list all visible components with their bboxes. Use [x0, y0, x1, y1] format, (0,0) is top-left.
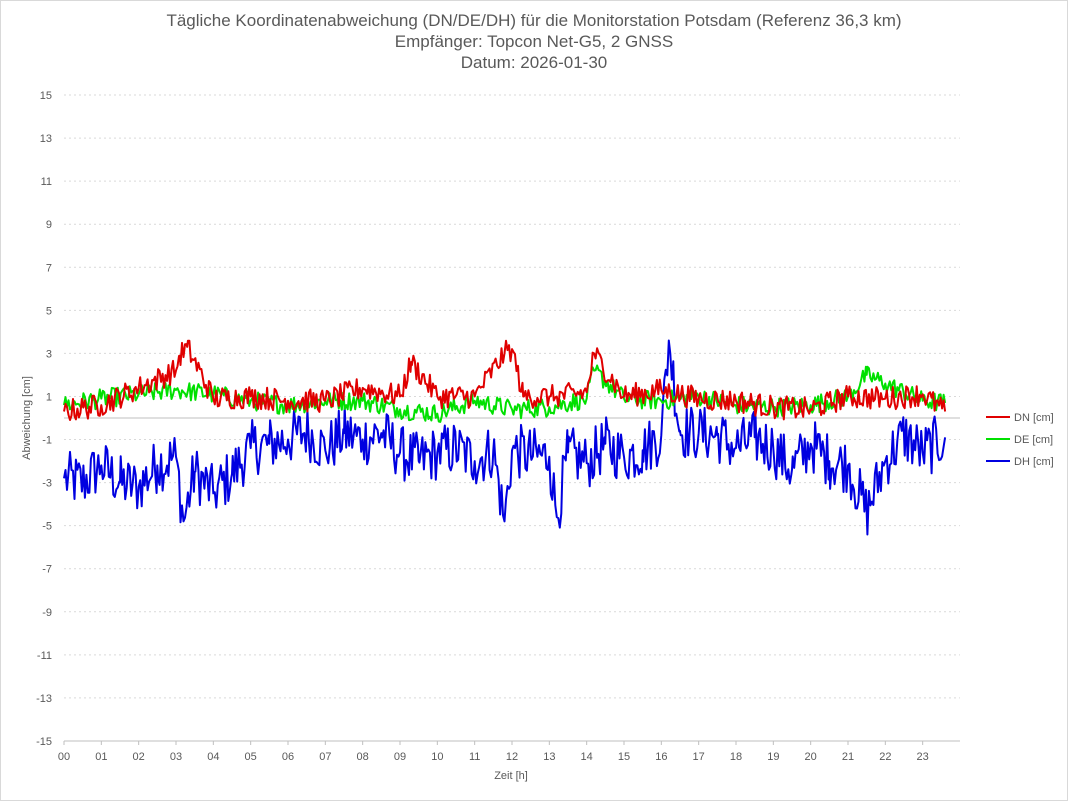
gridlines: [63, 94, 960, 745]
x-tick-label: 23: [917, 751, 929, 763]
y-tick-label: 7: [46, 262, 52, 274]
chart-subtitle: Empfänger: Topcon Net-G5, 2 GNSS: [394, 32, 674, 51]
x-tick-label: 22: [879, 751, 891, 763]
chart-date: Datum: 2026-01-30: [460, 53, 608, 72]
y-axis-label: Abweichung [cm]: [21, 376, 33, 460]
x-tick-label: 17: [693, 751, 705, 763]
y-tick-labels: 15 13 11 9 7 5 3 1 -1 -3 -5 -7 -9 -11 -13 -15: [36, 90, 52, 748]
x-tick-label: 20: [805, 751, 817, 763]
y-tick-label: 5: [46, 305, 52, 317]
y-tick-label: 15: [40, 90, 52, 102]
x-tick-label: 07: [319, 751, 331, 763]
x-tick-label: 15: [618, 751, 630, 763]
x-tick-label: 05: [245, 751, 257, 763]
y-tick-label: -7: [42, 564, 52, 576]
series-line-de: [63, 364, 947, 423]
x-tick-label: 06: [282, 751, 294, 763]
x-tick-label: 13: [543, 751, 555, 763]
y-tick-label: -11: [37, 650, 52, 662]
x-tick-label: 19: [767, 751, 779, 763]
legend-label: DE [cm]: [1014, 434, 1053, 446]
x-axis-label: Zeit [h]: [494, 770, 528, 782]
x-tick-label: 18: [730, 751, 742, 763]
y-tick-label: 13: [40, 133, 52, 145]
x-tick-label: 09: [394, 751, 406, 763]
x-tick-label: 14: [581, 751, 593, 763]
legend-label: DN [cm]: [1014, 412, 1054, 424]
x-tick-label: 16: [655, 751, 667, 763]
y-tick-label: -5: [42, 521, 52, 533]
y-tick-label: -13: [36, 693, 52, 705]
y-tick-label: -1: [42, 435, 52, 447]
x-tick-label: 00: [58, 751, 70, 763]
y-tick-label: -3: [42, 478, 52, 490]
legend-label: DH [cm]: [1014, 456, 1054, 468]
series-lines: [63, 339, 947, 536]
x-tick-label: 02: [133, 751, 145, 763]
chart-title: Tägliche Koordinatenabweichung (DN/DE/DH…: [166, 11, 902, 30]
x-tick-label: 10: [431, 751, 443, 763]
y-tick-label: -9: [42, 607, 52, 619]
x-tick-label: 01: [95, 751, 107, 763]
x-tick-label: 11: [469, 751, 480, 763]
legend: DN [cm] DE [cm] DH [cm]: [986, 412, 1054, 468]
y-tick-label: 9: [46, 219, 52, 231]
y-tick-label: 1: [46, 391, 52, 403]
y-tick-label: 3: [46, 348, 52, 360]
chart-title-block: Tägliche Koordinatenabweichung (DN/DE/DH…: [0, 10, 1068, 73]
x-tick-label: 21: [842, 751, 854, 763]
y-tick-label: 11: [41, 176, 52, 188]
y-tick-label: -15: [36, 736, 52, 748]
x-tick-label: 12: [506, 751, 518, 763]
x-tick-label: 08: [357, 751, 369, 763]
series-line-dh: [63, 339, 947, 536]
x-tick-labels: 00 01 02 03 04 05 06 07 08 09 10 11 12 13 14 15 16 17 18 19…: [58, 751, 929, 763]
x-tick-label: 03: [170, 751, 182, 763]
x-tick-label: 04: [207, 751, 219, 763]
series-line-dn: [63, 339, 947, 421]
